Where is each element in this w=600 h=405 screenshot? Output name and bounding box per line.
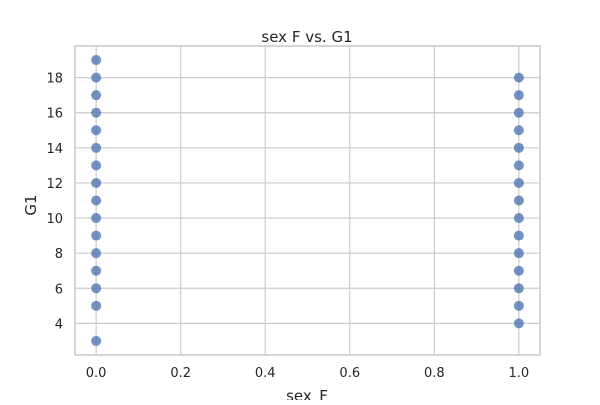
scatter-point [513,230,524,241]
scatter-point [513,248,524,259]
scatter-point [91,125,102,136]
scatter-point [513,213,524,224]
scatter-point [91,265,102,276]
scatter-point [513,142,524,153]
scatter-point [91,230,102,241]
x-tick-label: 0.8 [424,366,445,381]
x-tick-label: 0.4 [255,366,276,381]
scatter-point [513,107,524,118]
x-tick-labels: 0.0 0.2 0.4 0.6 0.8 1.0 [86,366,529,381]
scatter-point [513,300,524,311]
x-tick-label: 1.0 [509,366,530,381]
scatter-point [513,195,524,206]
x-tick-label: 0.2 [170,366,191,381]
plot-frame [74,45,541,356]
scatter-point [513,160,524,171]
grid-lines [75,46,540,355]
scatter-point [513,72,524,83]
y-tick-label: 4 [55,317,63,332]
y-tick-labels: 4 6 8 10 12 14 16 18 [46,72,63,333]
scatter-point [513,125,524,136]
scatter-point [91,107,102,118]
scatter-point [91,248,102,259]
scatter-point [91,335,102,346]
scatter-point [513,318,524,329]
scatter-point [91,142,102,153]
scatter-point [91,177,102,188]
scatter-point [91,300,102,311]
data-points [91,55,524,346]
y-tick-label: 12 [46,177,63,192]
y-tick-label: 8 [55,247,63,262]
scatter-point [91,195,102,206]
y-tick-label: 18 [46,72,63,87]
x-axis-label: sex_F [286,387,328,400]
scatter-point [513,265,524,276]
x-tick-label: 0.0 [86,366,107,381]
scatter-point [91,72,102,83]
y-tick-label: 6 [55,282,63,297]
scatter-point [513,90,524,101]
y-axis-label: G1 [22,194,40,215]
y-tick-label: 10 [46,212,63,227]
y-tick-label: 14 [46,142,63,157]
scatter-point [91,160,102,171]
scatter-point [513,283,524,294]
x-tick-label: 0.6 [339,366,360,381]
scatter-point [91,90,102,101]
scatter-point [91,55,102,66]
scatter-point [91,213,102,224]
scatter-point [91,283,102,294]
chart-title: sex F vs. G1 [261,28,352,46]
y-tick-label: 16 [46,107,63,122]
scatter-point [513,177,524,188]
